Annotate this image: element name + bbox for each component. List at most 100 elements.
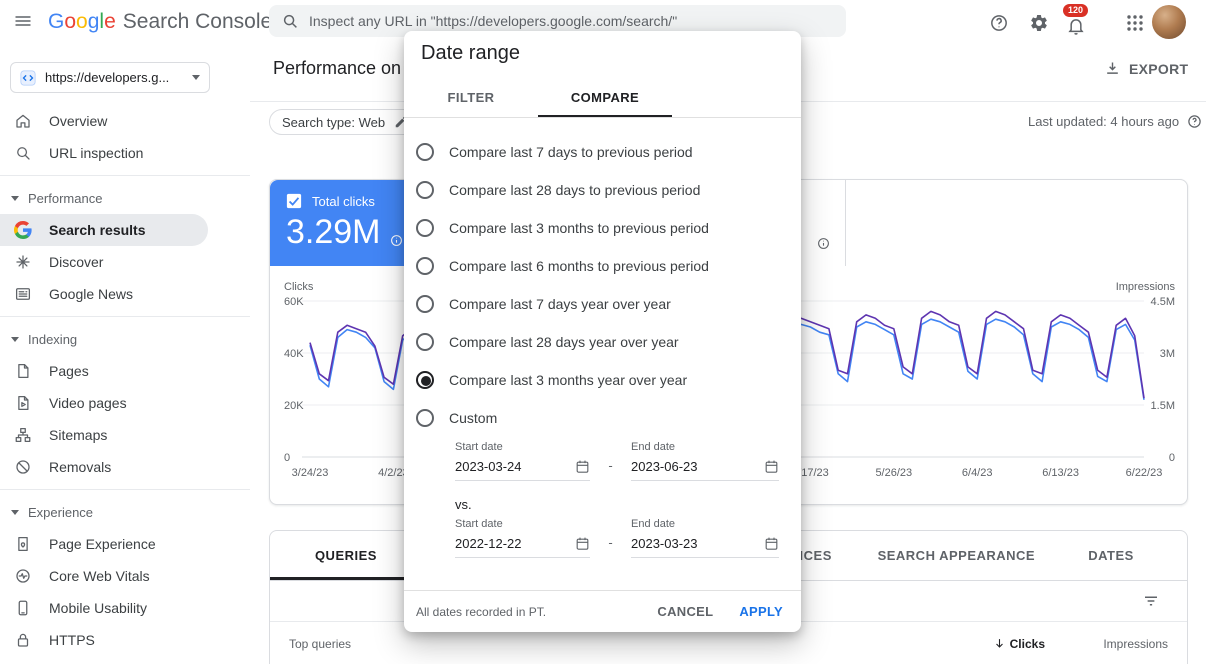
removals-icon: [14, 458, 32, 476]
chevron-down-icon: [10, 334, 20, 344]
cancel-button[interactable]: CANCEL: [657, 604, 714, 619]
radio-icon: [416, 257, 434, 275]
avatar[interactable]: [1152, 5, 1186, 39]
tab-queries[interactable]: QUERIES: [270, 531, 422, 580]
start-date-field-1[interactable]: Start date 2023-03-24: [455, 441, 590, 481]
search-input[interactable]: [309, 13, 834, 29]
card-label: Total clicks: [312, 193, 375, 209]
sidebar-item-page-experience[interactable]: Page Experience: [0, 528, 208, 560]
export-button[interactable]: EXPORT: [1104, 60, 1188, 77]
svg-text:6/13/23: 6/13/23: [1042, 467, 1079, 479]
tab-dates[interactable]: DATES: [1088, 548, 1134, 563]
calendar-icon[interactable]: [575, 459, 590, 474]
sidebar-item-https[interactable]: HTTPS: [0, 624, 208, 656]
apps-grid-icon[interactable]: [1122, 10, 1148, 36]
tab-compare[interactable]: COMPARE: [538, 79, 672, 117]
google-logo: Google: [48, 10, 116, 33]
sidebar-divider: [0, 489, 250, 490]
end-date-field-1[interactable]: End date 2023-06-23: [631, 441, 779, 481]
checkbox-checked-icon[interactable]: [286, 193, 302, 209]
compare-option-compare-last-28-days-to-previous-period[interactable]: Compare last 28 days to previous period: [404, 171, 801, 209]
compare-option-compare-last-28-days-year-over-year[interactable]: Compare last 28 days year over year: [404, 323, 801, 361]
sidebar-item-google-news[interactable]: Google News: [0, 278, 208, 310]
info-icon[interactable]: [390, 234, 403, 247]
svg-text:Clicks: Clicks: [284, 281, 314, 293]
app-logo[interactable]: Google Search Console: [48, 10, 272, 34]
property-icon: [19, 69, 37, 87]
help-circle-icon[interactable]: [1187, 114, 1202, 129]
sidebar-section-experience[interactable]: Experience: [0, 496, 250, 528]
sidebar-divider: [0, 175, 250, 176]
sidebar-item-sitemaps[interactable]: Sitemaps: [0, 419, 208, 451]
download-icon: [1104, 60, 1121, 77]
custom-date-section: Start date 2023-03-24 - End date 2023-06…: [404, 441, 801, 558]
end-date-value-1[interactable]: 2023-06-23: [631, 459, 698, 474]
column-clicks-sort[interactable]: Clicks: [993, 637, 1045, 651]
search-type-chip[interactable]: Search type: Web: [269, 109, 422, 135]
help-icon[interactable]: [986, 10, 1012, 36]
start-date-field-2[interactable]: Start date 2022-12-22: [455, 518, 590, 558]
page-exp-icon: [14, 535, 32, 553]
sidebar-item-removals[interactable]: Removals: [0, 451, 208, 483]
table-header: Top queries Clicks Impressions: [270, 622, 1187, 664]
date-range-dialog: Date range FILTER COMPARE Compare last 7…: [404, 31, 801, 632]
sidebar-item-pages[interactable]: Pages: [0, 355, 208, 387]
sidebar-item-overview[interactable]: Overview: [0, 105, 208, 137]
sidebar-divider: [0, 316, 250, 317]
sidebar-item-search-results[interactable]: Search results: [0, 214, 208, 246]
svg-text:1.5M: 1.5M: [1151, 400, 1175, 412]
compare-option-custom[interactable]: Custom: [404, 399, 801, 437]
compare-options-list: Compare last 7 days to previous period Co…: [404, 133, 801, 437]
discover-icon: [14, 253, 32, 271]
menu-icon[interactable]: [10, 8, 36, 34]
property-url: https://developers.g...: [45, 70, 170, 85]
calendar-icon[interactable]: [764, 459, 779, 474]
notifications-bell-icon[interactable]: [1063, 13, 1089, 39]
dialog-title: Date range: [421, 42, 520, 64]
radio-icon: [416, 143, 434, 161]
vs-label: vs.: [455, 497, 472, 512]
last-updated: Last updated: 4 hours ago: [1028, 114, 1202, 129]
compare-option-compare-last-6-months-to-previous-period[interactable]: Compare last 6 months to previous period: [404, 247, 801, 285]
video-icon: [14, 394, 32, 412]
notification-badge: 120: [1063, 4, 1089, 17]
tab-filter[interactable]: FILTER: [447, 90, 495, 105]
compare-option-compare-last-3-months-to-previous-period[interactable]: Compare last 3 months to previous period: [404, 209, 801, 247]
sidebar-item-core-web-vitals[interactable]: Core Web Vitals: [0, 560, 208, 592]
calendar-icon[interactable]: [764, 536, 779, 551]
settings-gear-icon[interactable]: [1026, 10, 1052, 36]
cwv-icon: [14, 567, 32, 585]
sidebar-item-url-inspection[interactable]: URL inspection: [0, 137, 208, 169]
edit-pencil-icon[interactable]: [394, 115, 408, 129]
sidebar-section-performance[interactable]: Performance: [0, 182, 250, 214]
compare-option-compare-last-7-days-year-over-year[interactable]: Compare last 7 days year over year: [404, 285, 801, 323]
timezone-note: All dates recorded in PT.: [416, 604, 547, 619]
start-date-value-1[interactable]: 2023-03-24: [455, 459, 522, 474]
compare-option-compare-last-7-days-to-previous-period[interactable]: Compare last 7 days to previous period: [404, 133, 801, 171]
svg-text:0: 0: [284, 452, 290, 464]
radio-icon: [416, 181, 434, 199]
sidebar-nav: Overview URL inspection Performance Search …: [0, 105, 250, 656]
news-icon: [14, 285, 32, 303]
start-date-value-2[interactable]: 2022-12-22: [455, 536, 522, 551]
property-selector[interactable]: https://developers.g...: [10, 62, 210, 93]
sidebar-item-discover[interactable]: Discover: [0, 246, 208, 278]
date-row-1: Start date 2023-03-24 - End date 2023-06…: [455, 441, 801, 481]
info-icon[interactable]: [817, 237, 830, 255]
end-date-value-2[interactable]: 2023-03-23: [631, 536, 698, 551]
svg-text:3/24/23: 3/24/23: [292, 467, 329, 479]
filter-list-icon[interactable]: [1142, 592, 1160, 610]
sidebar-item-mobile-usability[interactable]: Mobile Usability: [0, 592, 208, 624]
apply-button[interactable]: APPLY: [739, 604, 783, 619]
calendar-icon[interactable]: [575, 536, 590, 551]
sidebar-item-video-pages[interactable]: Video pages: [0, 387, 208, 419]
end-date-field-2[interactable]: End date 2023-03-23: [631, 518, 779, 558]
logo-suffix: Search Console: [122, 10, 273, 33]
search-icon: [14, 144, 32, 162]
search-icon: [281, 12, 299, 30]
sidebar-section-indexing[interactable]: Indexing: [0, 323, 250, 355]
compare-option-compare-last-3-months-year-over-year[interactable]: Compare last 3 months year over year: [404, 361, 801, 399]
column-impressions[interactable]: Impressions: [1103, 636, 1168, 651]
tab-search-appearance[interactable]: SEARCH APPEARANCE: [877, 548, 1036, 563]
